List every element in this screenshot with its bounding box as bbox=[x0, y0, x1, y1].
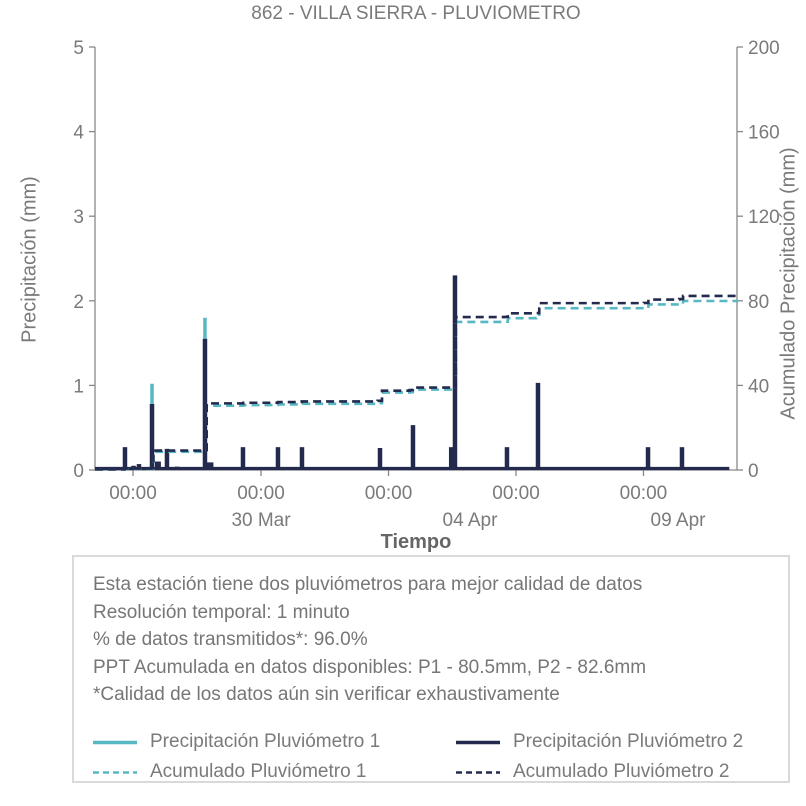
legend-label: Acumulado Pluviómetro 2 bbox=[513, 761, 730, 782]
svg-text:00:00: 00:00 bbox=[492, 483, 540, 504]
solid-line-swatch-icon bbox=[456, 740, 500, 745]
dashed-line-swatch-icon bbox=[93, 771, 137, 774]
svg-text:00:00: 00:00 bbox=[365, 483, 413, 504]
svg-text:00:00: 00:00 bbox=[620, 483, 668, 504]
dashed-line-swatch-icon bbox=[456, 771, 500, 774]
info-line: *Calidad de los datos aún sin verificar … bbox=[93, 684, 560, 705]
x-axis-label: Tiempo bbox=[380, 531, 452, 553]
y-axis-left-ticks: 0 1 2 3 4 5 bbox=[73, 38, 95, 482]
info-lines: Esta estación tiene dos pluviómetros par… bbox=[74, 557, 788, 709]
series-precipitaci-n-pluvi-metro-1 bbox=[150, 317, 207, 470]
svg-text:09 Apr: 09 Apr bbox=[651, 510, 707, 531]
svg-text:40: 40 bbox=[748, 376, 769, 397]
legend-label: Acumulado Pluviómetro 1 bbox=[150, 761, 367, 782]
svg-text:120: 120 bbox=[748, 207, 780, 228]
svg-text:160: 160 bbox=[748, 123, 780, 144]
solid-line-swatch-icon bbox=[93, 740, 137, 745]
legend-label: Precipitación Pluviómetro 2 bbox=[513, 731, 744, 752]
svg-text:00:00: 00:00 bbox=[237, 483, 285, 504]
svg-text:80: 80 bbox=[748, 292, 769, 313]
svg-text:3: 3 bbox=[73, 207, 84, 228]
legend: Precipitación Pluviómetro 1 Precipitación… bbox=[93, 731, 743, 783]
series-acumulado-pluvi-metro-2 bbox=[95, 294, 739, 471]
svg-text:0: 0 bbox=[73, 461, 84, 482]
axes bbox=[94, 47, 738, 471]
series-acumulado-pluvi-metro-1 bbox=[95, 299, 739, 471]
svg-text:04 Apr: 04 Apr bbox=[443, 510, 499, 531]
series-precipitaci-n-pluvi-metro-2 bbox=[95, 275, 730, 471]
y-axis-right-ticks: 0 40 80 120 160 200 bbox=[737, 38, 780, 482]
info-line: Resolución temporal: 1 minuto bbox=[93, 601, 350, 623]
info-line: Esta estación tiene dos pluviómetros par… bbox=[93, 574, 643, 595]
y-axis-label-right: Acumulado Precipitación (mm) bbox=[777, 147, 800, 420]
legend-label: Precipitación Pluviómetro 1 bbox=[150, 731, 381, 752]
svg-text:200: 200 bbox=[748, 38, 780, 59]
x-axis-ticks: 00:00 00:00 00:00 00:00 00:00 30 Mar 04 Apr 09 … bbox=[109, 470, 706, 531]
y-axis-label-left: Precipitación (mm) bbox=[18, 176, 41, 343]
svg-text:1: 1 bbox=[73, 376, 84, 397]
info-box: Esta estación tiene dos pluviómetros par… bbox=[72, 555, 790, 783]
svg-text:0: 0 bbox=[748, 461, 759, 482]
svg-text:00:00: 00:00 bbox=[109, 483, 157, 504]
legend-item[interactable]: Precipitación Pluviómetro 2 bbox=[456, 731, 743, 753]
legend-item[interactable]: Precipitación Pluviómetro 1 bbox=[93, 731, 456, 753]
legend-item[interactable]: Acumulado Pluviómetro 2 bbox=[456, 761, 743, 783]
info-line: PPT Acumulada en datos disponibles: P1 -… bbox=[93, 656, 647, 678]
page-title: 862 - VILLA SIERRA - PLUVIOMETRO bbox=[251, 3, 581, 24]
svg-text:4: 4 bbox=[73, 123, 84, 144]
svg-text:5: 5 bbox=[73, 38, 84, 59]
legend-item[interactable]: Acumulado Pluviómetro 1 bbox=[93, 761, 456, 783]
info-line: % de datos transmitidos*: 96.0% bbox=[93, 629, 368, 650]
svg-text:2: 2 bbox=[73, 292, 84, 313]
svg-text:30 Mar: 30 Mar bbox=[231, 510, 291, 531]
